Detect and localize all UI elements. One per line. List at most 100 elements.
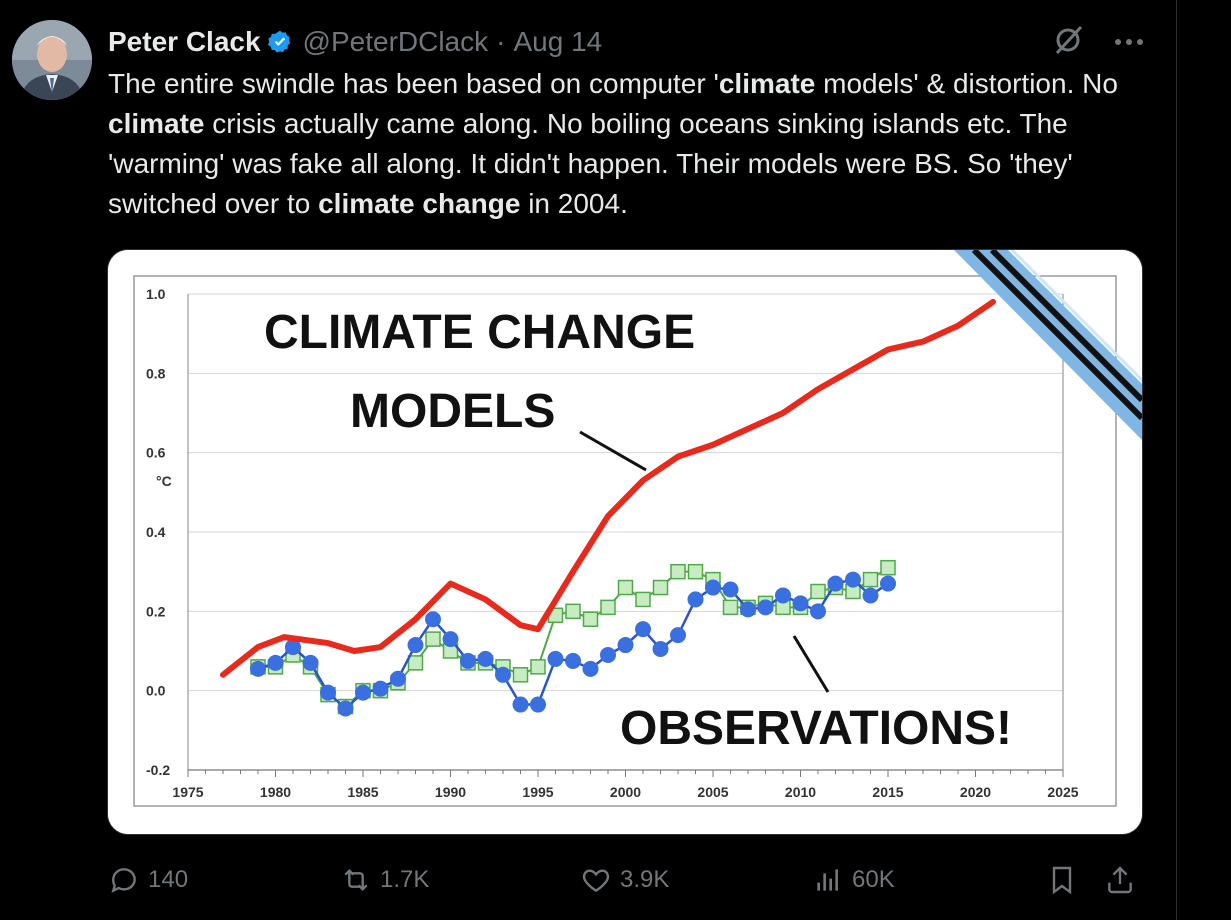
observation-dot-point [775, 587, 791, 604]
like-button[interactable]: 3.9K [580, 858, 669, 902]
observation-square-point [425, 631, 441, 647]
observation-dot-point [547, 650, 564, 667]
observation-dot-point [600, 646, 616, 663]
reply-icon [111, 868, 136, 893]
text-part: crisis actually came along. No boiling o… [108, 108, 1073, 219]
observation-square-point [407, 655, 424, 671]
y-tick-label: 0.8 [146, 365, 166, 381]
repost-count: 1.7K [380, 866, 430, 893]
repost-icon [344, 868, 368, 892]
x-tick-label: 1985 [347, 784, 378, 800]
author-handle[interactable]: @PeterDClack [302, 26, 489, 57]
verified-badge-icon [267, 29, 293, 55]
share-button[interactable] [1104, 858, 1136, 902]
observation-dot-point [827, 575, 844, 592]
observation-dot-point [740, 601, 756, 618]
x-tick-label: 1975 [172, 784, 203, 800]
x-tick-label: 2020 [960, 784, 991, 800]
observation-dot-point [425, 611, 441, 628]
observation-dot-point [792, 595, 809, 612]
observation-dot-point [565, 652, 581, 669]
observation-square-point [512, 667, 529, 683]
tweet-header-icons [1050, 22, 1144, 63]
text-part: in 2004. [520, 188, 628, 219]
observation-square-point [810, 583, 826, 600]
repost-button[interactable]: 1.7K [340, 858, 429, 902]
more-icon[interactable] [1114, 34, 1144, 52]
y-tick-label: -0.2 [146, 762, 170, 778]
y-tick-label: 1.0 [146, 286, 166, 302]
observation-dot-point [862, 587, 879, 604]
observation-square-point [635, 591, 651, 608]
observation-dot-point [512, 696, 529, 713]
chart-frame [133, 275, 1117, 807]
observation-dot-point [495, 666, 511, 683]
views-button[interactable]: 60K [812, 858, 895, 902]
observation-square-point [600, 599, 616, 616]
y-tick-label: 0.4 [146, 524, 166, 540]
observation-dot-point [635, 621, 651, 638]
observation-square-point [722, 599, 739, 616]
observations-pointer [792, 635, 830, 693]
observation-square-point [565, 603, 581, 620]
bookmark-button[interactable] [1046, 858, 1078, 902]
text-part-bold: climate [108, 108, 205, 139]
tweet-text: The entire swindle has been based on com… [108, 64, 1158, 224]
observation-square-point [530, 659, 546, 675]
heart-icon [582, 869, 610, 893]
observation-dot-point [477, 650, 494, 667]
tweet-action-bar: 140 1.7K 3.9K 60K [108, 858, 1148, 902]
analytics-icon [817, 869, 838, 891]
x-tick-label: 2005 [697, 784, 728, 800]
models-pointer [579, 430, 647, 472]
observation-dot-point [337, 700, 354, 717]
author-name[interactable]: Peter Clack [108, 26, 261, 57]
observation-dot-point [355, 684, 371, 701]
x-tick-label: 1990 [435, 784, 466, 800]
observation-dot-point [407, 637, 424, 654]
chart-title: CLIMATE CHANGE [264, 306, 695, 359]
x-tick-label: 1995 [522, 784, 553, 800]
observation-dot-point [460, 652, 476, 669]
observation-square-point [687, 563, 704, 580]
observation-dot-point [670, 627, 686, 644]
observation-dot-point [617, 637, 634, 654]
observation-dot-point [810, 603, 826, 620]
observation-dot-point [285, 639, 301, 656]
text-part: The entire swindle has been based on com… [108, 68, 719, 99]
corner-ribbon [954, 250, 1142, 440]
y-axis-label: °C [156, 473, 172, 489]
separator-dot: · [496, 26, 506, 57]
views-count: 60K [852, 866, 895, 893]
models-line [220, 298, 996, 678]
observation-square-point [880, 559, 896, 576]
observations-annotation: OBSERVATIONS! [620, 702, 1012, 755]
observation-dot-point [372, 680, 389, 697]
reply-count: 140 [148, 866, 189, 893]
x-tick-label: 2010 [785, 784, 816, 800]
avatar[interactable] [12, 20, 92, 100]
observation-square-point [652, 579, 669, 596]
observation-dot-point [652, 641, 669, 658]
text-part-bold: climate [718, 68, 816, 99]
observation-dot-point [705, 579, 721, 596]
x-tick-label: 1980 [260, 784, 291, 800]
observation-square-point [670, 563, 686, 580]
grok-icon[interactable] [1050, 22, 1086, 63]
y-tick-label: 0.2 [146, 603, 166, 619]
text-part-bold: climate change [318, 188, 521, 219]
observation-dot-point [757, 599, 774, 616]
text-part: models' & distortion. No [815, 68, 1118, 99]
x-tick-label: 2015 [872, 784, 903, 800]
observation-dot-point [442, 631, 459, 648]
observation-dot-point [687, 591, 704, 608]
observation-dot-point [250, 660, 266, 677]
tweet-media-image[interactable]: 1.0 0.8 0.6 0.4 0.2 0.0 -0.2 1975 1980 1985 1990 19… [108, 250, 1142, 834]
observation-dot-point [302, 654, 319, 671]
tweet-header: Peter Clack @PeterDClack · Aug 14 [108, 24, 602, 60]
reply-button[interactable]: 140 [108, 858, 188, 902]
bookmark-icon [1052, 866, 1072, 895]
y-tick-label: 0.0 [146, 683, 166, 699]
tweet-date[interactable]: Aug 14 [513, 26, 603, 57]
